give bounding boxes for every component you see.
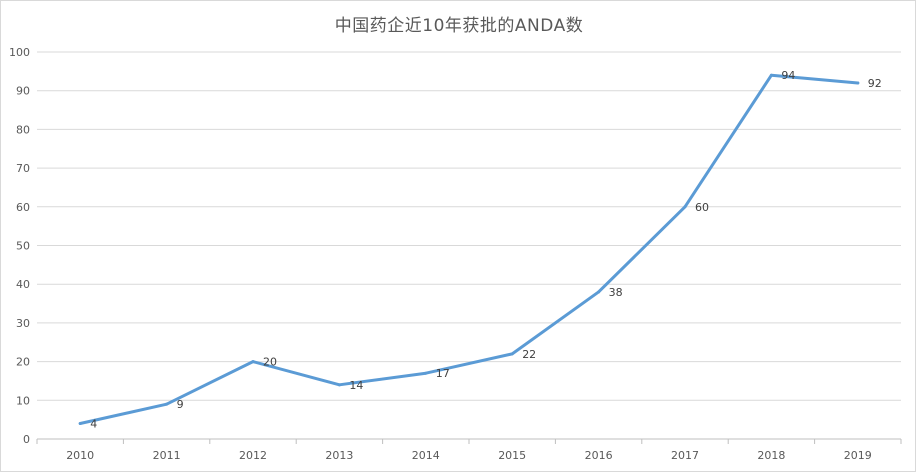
x-tick-label: 2013 (325, 449, 353, 462)
x-tick-label: 2018 (757, 449, 785, 462)
data-label: 22 (522, 348, 536, 361)
y-tick-label: 50 (16, 240, 30, 253)
data-point (424, 371, 428, 375)
data-point (597, 290, 601, 294)
y-tick-label: 100 (9, 46, 30, 59)
y-tick-label: 20 (16, 356, 30, 369)
x-tick-label: 2017 (671, 449, 699, 462)
data-label: 38 (609, 286, 623, 299)
x-tick-label: 2019 (844, 449, 872, 462)
y-tick-label: 40 (16, 278, 30, 291)
data-label: 9 (177, 398, 184, 411)
data-label: 4 (90, 418, 97, 431)
x-tick-label: 2016 (585, 449, 613, 462)
data-point (337, 383, 341, 387)
data-point (510, 352, 514, 356)
y-tick-label: 10 (16, 394, 30, 407)
y-tick-label: 0 (23, 433, 30, 446)
axes: 0 10 20 30 40 50 60 70 80 90 100 2010 2011 2012 2013 20… (9, 46, 902, 462)
data-labels: 4 9 20 14 17 22 38 60 94 92 (90, 69, 882, 430)
x-tick-label: 2012 (239, 449, 267, 462)
data-label: 20 (263, 356, 277, 369)
data-label: 60 (695, 201, 709, 214)
data-point (856, 81, 860, 85)
data-label: 14 (349, 379, 363, 392)
x-tick-label: 2010 (66, 449, 94, 462)
series-lines (78, 73, 860, 426)
data-label: 94 (781, 69, 795, 82)
data-label: 92 (868, 77, 882, 90)
y-tick-label: 70 (16, 162, 30, 175)
data-point (78, 422, 82, 426)
x-tick-label: 2015 (498, 449, 526, 462)
y-tick-label: 90 (16, 85, 30, 98)
x-tick-label: 2011 (153, 449, 181, 462)
data-label: 17 (436, 367, 450, 380)
data-point (683, 205, 687, 209)
chart-title: 中国药企近10年获批的ANDA数 (334, 16, 584, 36)
x-tick-label: 2014 (412, 449, 440, 462)
data-point (251, 360, 255, 364)
data-point (165, 402, 169, 406)
y-tick-label: 80 (16, 123, 30, 136)
y-tick-label: 60 (16, 201, 30, 214)
series-line (78, 73, 860, 426)
y-tick-label: 30 (16, 317, 30, 330)
gridlines (37, 51, 901, 440)
data-point (769, 73, 773, 77)
